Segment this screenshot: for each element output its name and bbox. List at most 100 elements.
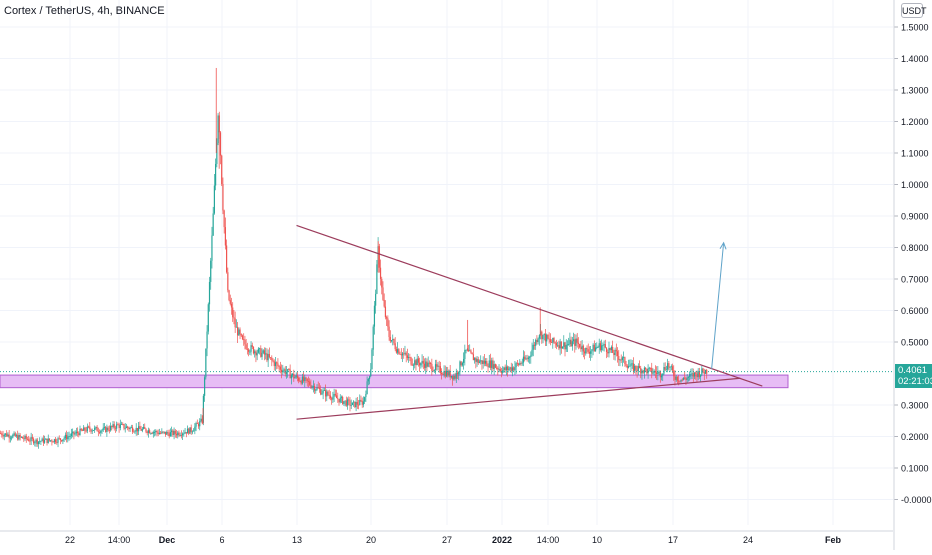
candle-body — [693, 372, 696, 377]
candle-body — [365, 394, 367, 398]
candle-body — [459, 361, 461, 372]
candle-body — [79, 428, 81, 436]
candle-body — [497, 367, 499, 370]
candle-body — [469, 350, 471, 352]
candle-body — [662, 373, 664, 376]
candle-body — [531, 349, 533, 356]
candle-body — [511, 367, 514, 371]
drawing-layer[interactable] — [0, 224, 894, 420]
candle-body — [85, 430, 87, 432]
candle-body — [140, 428, 142, 431]
candle-body — [665, 369, 668, 371]
candle-body — [166, 431, 168, 435]
candle-body — [261, 352, 263, 357]
candle-body — [678, 380, 680, 382]
candle-body — [362, 401, 365, 405]
candle-body — [134, 431, 136, 433]
candle-body — [129, 427, 131, 430]
candle-body — [576, 338, 578, 343]
candle-body — [599, 343, 602, 350]
candle-body — [239, 329, 241, 335]
candle-body — [686, 377, 688, 380]
candle-body — [7, 434, 9, 437]
candle-body — [616, 351, 619, 357]
candle-body — [178, 432, 180, 436]
symbol-title[interactable]: Cortex / TetherUS, 4h, BINANCE — [4, 5, 165, 17]
candle-body — [621, 357, 624, 360]
candle-body — [612, 346, 614, 353]
candle-body — [536, 340, 538, 343]
candle-body — [45, 438, 47, 440]
candle-body — [360, 399, 362, 401]
candle-body — [28, 439, 30, 441]
candle-body — [172, 430, 174, 436]
candle-body — [498, 368, 500, 370]
candle-body — [111, 426, 113, 427]
candle-body — [320, 389, 322, 395]
candle-body — [164, 431, 167, 435]
candle-body — [229, 300, 231, 304]
candle-body — [350, 404, 352, 406]
x-tick-label: 27 — [442, 535, 452, 545]
candle-body — [593, 344, 595, 352]
candle-body — [80, 428, 82, 431]
support-zone-layer[interactable] — [0, 374, 789, 389]
candle-body — [421, 360, 423, 364]
candle-body — [36, 439, 38, 445]
candle-body — [32, 438, 35, 444]
resistance-trendline[interactable] — [296, 224, 763, 387]
candle-body — [221, 155, 223, 185]
candle-body — [106, 427, 108, 432]
candle-body — [620, 359, 622, 361]
candle-body — [614, 349, 616, 356]
candle-body — [256, 352, 258, 356]
candle-body — [366, 381, 368, 395]
breakout-arrow[interactable] — [711, 241, 727, 369]
candle-body — [250, 345, 252, 352]
candle-body — [219, 132, 222, 156]
candle-body — [241, 335, 244, 340]
candle-body — [251, 345, 253, 347]
candle-body — [618, 356, 620, 361]
candle-body — [687, 376, 689, 378]
candle-body — [588, 351, 591, 354]
candle-body — [453, 375, 455, 380]
x-tick-label: 2022 — [492, 535, 512, 545]
support-trendline[interactable] — [296, 377, 741, 420]
candle-body — [526, 358, 528, 360]
currency-label[interactable]: USDT — [901, 3, 927, 18]
candle-body — [582, 345, 584, 352]
candle-body — [532, 344, 534, 350]
x-tick-label: 6 — [219, 535, 224, 545]
candle-body — [59, 438, 62, 441]
candle-body — [689, 374, 691, 377]
candle-body — [168, 433, 170, 437]
candle-body — [244, 339, 246, 345]
candle-body — [57, 438, 59, 443]
candle-body — [212, 213, 214, 236]
candle-body — [458, 371, 460, 375]
candle-body — [370, 369, 372, 377]
candle-body — [268, 353, 270, 358]
y-tick-label: 1.3000 — [901, 86, 929, 96]
candle-body — [364, 397, 366, 402]
y-tick-label: 0.8000 — [901, 243, 929, 253]
candle-body — [652, 372, 654, 374]
candle-body — [527, 357, 529, 360]
candle-body — [211, 235, 213, 261]
support-zone[interactable] — [0, 374, 789, 389]
candle-body — [448, 370, 450, 376]
candle-body — [63, 438, 65, 440]
candle-body — [332, 396, 334, 400]
candle-body — [52, 441, 54, 443]
candle-body — [583, 351, 586, 354]
candle-body — [257, 348, 259, 353]
candle-body — [133, 431, 135, 433]
candle-body — [449, 370, 451, 378]
candle-body — [12, 434, 14, 438]
candle-body — [640, 368, 642, 374]
candle-body — [443, 371, 445, 375]
y-tick-label: 0.7000 — [901, 275, 929, 285]
